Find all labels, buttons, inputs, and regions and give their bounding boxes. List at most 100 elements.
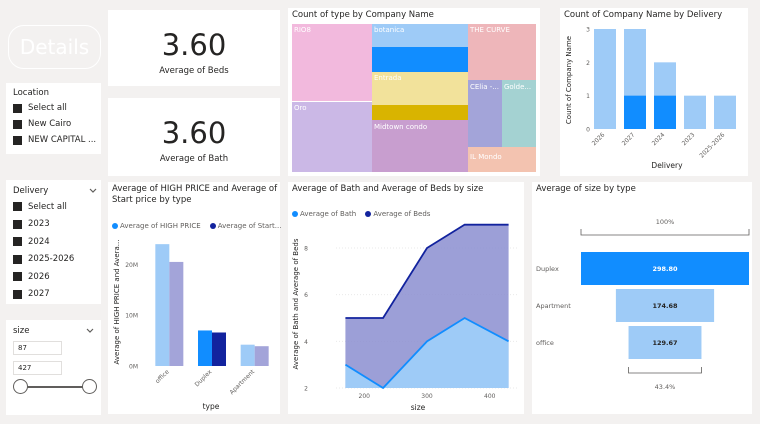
option-label: 2027 (28, 289, 50, 300)
kpi-bath-label: Average of Bath (159, 154, 229, 164)
delivery-option[interactable]: 2026 (13, 268, 74, 286)
checkbox[interactable] (13, 103, 22, 113)
delivery-option[interactable]: 2024 (13, 233, 74, 251)
checkbox[interactable] (13, 135, 22, 145)
x-tick-label: 400 (484, 393, 496, 400)
treemap-tile-celia[interactable]: CElia -... (468, 80, 502, 147)
option-label: New Cairo (28, 119, 72, 129)
checkbox[interactable] (13, 202, 22, 212)
kpi-bath-card: 3.60 Average of Bath (108, 98, 280, 176)
kpi-bath-value: 3.60 (161, 116, 227, 150)
size-max-input[interactable]: 427 (13, 361, 62, 375)
price-chart-card: Average of HIGH PRICE and Average of Sta… (108, 182, 282, 414)
checkbox[interactable] (13, 289, 22, 299)
funnel-category-label: office (536, 339, 554, 347)
y-tick-label: 8 (304, 246, 308, 253)
legend-item[interactable]: Average of HIGH PRICE (112, 222, 201, 230)
y-tick-label: 1 (586, 93, 590, 100)
chart-title: Average of size by type (536, 184, 636, 194)
checkbox[interactable] (13, 237, 22, 247)
treemap-tile-entrada[interactable]: Entrada (372, 72, 468, 120)
bath-beds-chart-card: Average of Bath and Average of Beds by s… (288, 182, 524, 414)
chart-title: Average of HIGH PRICE and Average of Sta… (112, 184, 278, 205)
size-min-value: 87 (18, 344, 27, 352)
legend-dot (112, 223, 118, 229)
treemap-tile-golden[interactable]: Golde... (502, 80, 536, 147)
funnel-bar (581, 252, 749, 285)
area-bath (345, 318, 509, 388)
funnel-value-label: 174.68 (652, 302, 678, 310)
x-tick-label: Duplex (194, 368, 214, 388)
funnel-category-label: Duplex (536, 265, 559, 273)
tile-label: botanica (374, 26, 405, 34)
treemap-tile-oro[interactable]: Oro (292, 102, 372, 172)
tile-label: Entrada (374, 74, 402, 82)
delivery-slicer-title: Delivery (13, 186, 49, 196)
legend-label: Average of Bath (300, 210, 357, 218)
legend-label: Average of Beds (373, 210, 431, 218)
treemap-tile-rio8[interactable]: RIO8 (292, 24, 372, 101)
location-option-new-cairo[interactable]: New Cairo (13, 116, 96, 132)
range-handle-min[interactable] (13, 379, 28, 394)
range-handle-max[interactable] (82, 379, 97, 394)
treemap-tile-the-curve[interactable]: THE CURVE (468, 24, 536, 80)
legend-label: Average of HIGH PRICE (120, 222, 201, 230)
tile-label: IL Mondo (470, 153, 502, 161)
x-axis-title: size (411, 403, 426, 412)
location-option-new-capital[interactable]: NEW CAPITAL ... (13, 132, 96, 148)
checkbox[interactable] (13, 272, 22, 282)
funnel-value-label: 298.80 (652, 265, 678, 273)
bar-highlight (654, 95, 676, 129)
bar (714, 95, 736, 129)
details-button-label: Details (19, 35, 90, 59)
legend-item[interactable]: Average of Start... (209, 222, 282, 230)
legend-dot (209, 223, 216, 229)
y-tick-label: 0 (586, 127, 590, 134)
size-slicer: size 87 427 (6, 320, 101, 415)
delivery-option[interactable]: 2025-2026 (13, 251, 74, 269)
option-label: 2025-2026 (28, 254, 75, 265)
size-min-input[interactable]: 87 (13, 341, 62, 355)
delivery-option[interactable]: 2023 (13, 216, 74, 234)
bar (684, 95, 706, 129)
tile-label: RIO8 (294, 26, 311, 34)
legend-item[interactable]: Average of Bath (292, 210, 356, 218)
tile-label: Golde... (504, 83, 532, 91)
location-slicer-title: Location (13, 88, 49, 98)
treemap-tile-midtown[interactable]: Midtown condo (372, 120, 468, 172)
y-tick-label: 10M (125, 313, 138, 320)
bar-high-price (155, 244, 170, 366)
range-track[interactable] (20, 386, 90, 388)
funnel-top-label: 100% (656, 218, 675, 226)
y-axis-title: Average of Bath and Average of Beds (292, 238, 300, 369)
checkbox[interactable] (13, 254, 22, 264)
bar-start-price (254, 346, 269, 366)
chevron-down-icon[interactable] (86, 328, 94, 334)
x-axis-title: Delivery (651, 161, 683, 170)
details-button[interactable]: Details (8, 25, 101, 69)
y-axis-title: Average of HIGH PRICE and Avera... (113, 240, 121, 365)
checkbox[interactable] (13, 219, 22, 229)
legend-item[interactable]: Average of Beds (365, 210, 430, 218)
bar-highlight (624, 95, 646, 129)
location-option-select-all[interactable]: Select all (13, 100, 96, 116)
funnel-bar (615, 289, 715, 322)
x-axis-title: type (203, 402, 220, 411)
delivery-option[interactable]: 2027 (13, 286, 74, 304)
x-tick-label: Apartment (228, 368, 256, 396)
option-label: NEW CAPITAL ... (28, 135, 97, 145)
checkbox[interactable] (13, 119, 22, 129)
bath-beds-chart: 2 4 6 8 200 300 400 size Average of Bath and Ave… (292, 223, 518, 412)
y-tick-label: 4 (304, 339, 308, 346)
treemap-tile-botanica[interactable]: botanica (372, 24, 468, 72)
treemap-tile-il-mondo[interactable]: IL Mondo (468, 147, 536, 172)
delivery-option[interactable]: Select all (13, 198, 74, 216)
delivery-count-chart-card: Count of Company Name by Delivery 0 1 2 3 20… (560, 8, 748, 176)
size-by-type-card: Average of size by type 100% 298.80 Duplex… (532, 182, 752, 414)
x-tick-label: office (154, 368, 171, 385)
chevron-down-icon[interactable] (89, 188, 97, 194)
legend-label: Average of Start... (217, 222, 282, 230)
bar-start-price (212, 332, 226, 366)
kpi-beds-value: 3.60 (161, 28, 227, 62)
line-bath (344, 316, 510, 390)
